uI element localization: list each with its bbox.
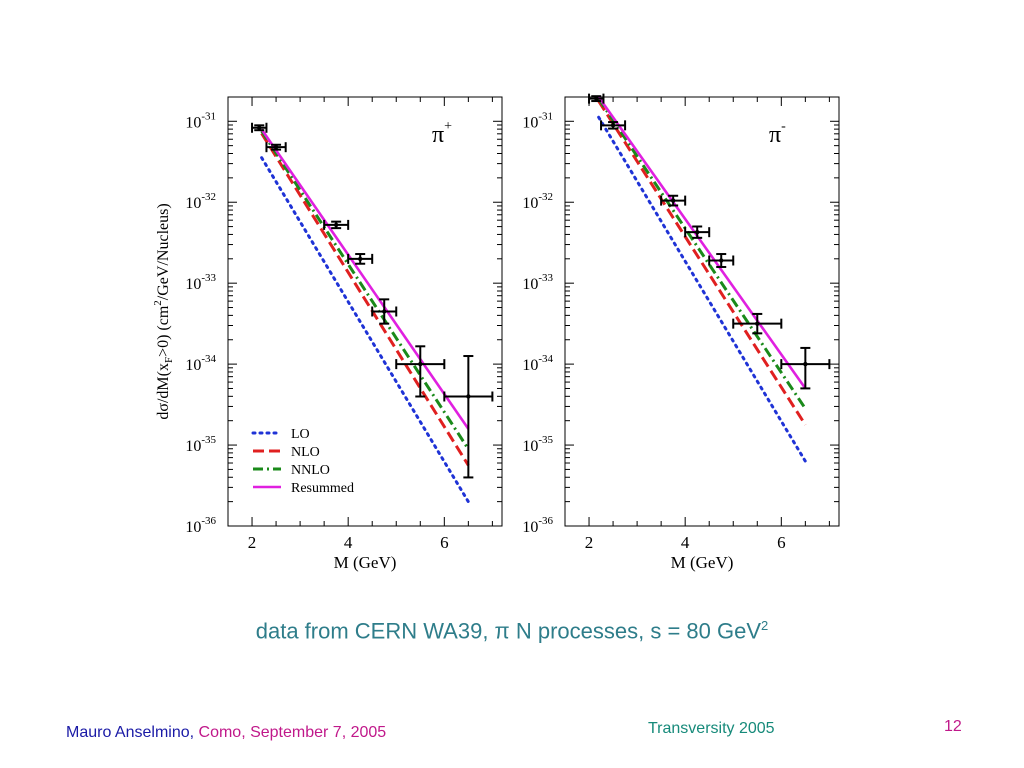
panel-2-ytick-label: 10-36 [522, 515, 553, 536]
panel-1-frame [227, 96, 503, 527]
panel-1-xtick-label: 6 [440, 533, 449, 552]
footer-author: Mauro Anselmino, [66, 724, 195, 741]
panel-1-ylabel-group: dσ/dM(xF>0) (cm2/GeV/Nucleus) [152, 203, 175, 419]
plots-area: 10-31 10-32 10-33 10-34 10-35 10-36 2 4 6 M (GeV)… [152, 93, 840, 572]
footer-page-number: 12 [944, 718, 962, 735]
panel-2-xlabel: M (GeV) [671, 553, 734, 572]
caption-text: data from CERN WA39, π N processes, s = … [255, 618, 762, 644]
panel-2-series-nlo [597, 100, 807, 426]
panel-2-xtick-label: 6 [777, 533, 786, 552]
data-marker [719, 258, 724, 263]
legend-label-nlo: NLO [291, 445, 320, 460]
panel-2-ytick-label: 10-35 [522, 434, 553, 455]
caption-sup: 2 [761, 618, 769, 633]
panel-1-data-point [323, 219, 350, 230]
data-marker [670, 198, 676, 203]
panel-2-label: π- [769, 119, 786, 148]
footer-left: Mauro Anselmino, Como, September 7, 2005 [66, 724, 386, 742]
panel-1-data-point [443, 355, 494, 479]
panel-2-frame [564, 96, 840, 527]
panel-1-data-point [371, 298, 398, 325]
panel-2-data-point [600, 120, 627, 131]
panel-1-series-nnlo [260, 130, 470, 450]
panel-1-label: π+ [432, 119, 452, 148]
panel-1-series-nlo [260, 132, 470, 467]
panel-1-data-point [265, 142, 287, 153]
footer-center: Transversity 2005 [648, 720, 775, 737]
data-marker [382, 309, 387, 314]
panel-1-ytick-label: 10-31 [185, 110, 216, 131]
panel-2-ytick-label: 10-34 [522, 353, 553, 374]
panel-2-ytick-label: 10-31 [522, 110, 553, 131]
panel-2-data-point [780, 346, 831, 390]
panel-2-data-point [708, 253, 735, 268]
panel-1-data-point [347, 253, 374, 265]
panel-2-xtick-label: 4 [681, 533, 690, 552]
slide-caption: data from CERN WA39, π N processes, s = … [0, 618, 1024, 644]
data-marker [273, 144, 279, 150]
panel-2-data-point [732, 312, 783, 335]
panel-1-xtick-label: 4 [344, 533, 353, 552]
footer-place: Como, September 7, 2005 [194, 724, 387, 741]
panel-1-xtick-label: 2 [248, 533, 257, 552]
data-marker [803, 361, 808, 367]
panel-2-xtick-label: 2 [585, 533, 594, 552]
panel-1-series-resummed [260, 128, 470, 430]
panel-2-series-resummed [597, 96, 807, 390]
data-marker [357, 256, 363, 262]
legend-label-nnlo: NNLO [291, 463, 330, 478]
panel-1-data-point [395, 345, 446, 398]
data-marker [333, 222, 339, 228]
panel-1-ytick-label: 10-36 [185, 515, 216, 536]
data-marker [594, 96, 599, 101]
panel-2-series-lo [597, 115, 807, 463]
panel-2-data-point [588, 93, 605, 104]
legend-label-resummed: Resummed [291, 481, 354, 496]
legend-label-lo: LO [291, 427, 310, 442]
panel-2-series-nnlo [597, 97, 807, 410]
panel-1-ytick-label: 10-32 [185, 191, 216, 212]
panel-1-ytick-label: 10-35 [185, 434, 216, 455]
panel-2-ytick-label: 10-32 [522, 191, 553, 212]
panel-2-data-point [684, 225, 711, 239]
data-marker [694, 229, 700, 235]
panel-1-ytick-label: 10-33 [185, 272, 216, 293]
panel-1-ylabel: dσ/dM(xF>0) (cm2/GeV/Nucleus) [152, 203, 175, 419]
data-marker [755, 321, 760, 326]
data-marker [466, 394, 471, 399]
panel-1-xlabel: M (GeV) [334, 553, 397, 572]
data-marker [610, 123, 616, 128]
panel-2-data-point [660, 194, 687, 207]
data-marker [257, 125, 262, 130]
panel-1-ytick-label: 10-34 [185, 353, 216, 374]
data-marker [418, 361, 423, 367]
panel-1-data-point [251, 122, 268, 133]
panel-2-ytick-label: 10-33 [522, 272, 553, 293]
